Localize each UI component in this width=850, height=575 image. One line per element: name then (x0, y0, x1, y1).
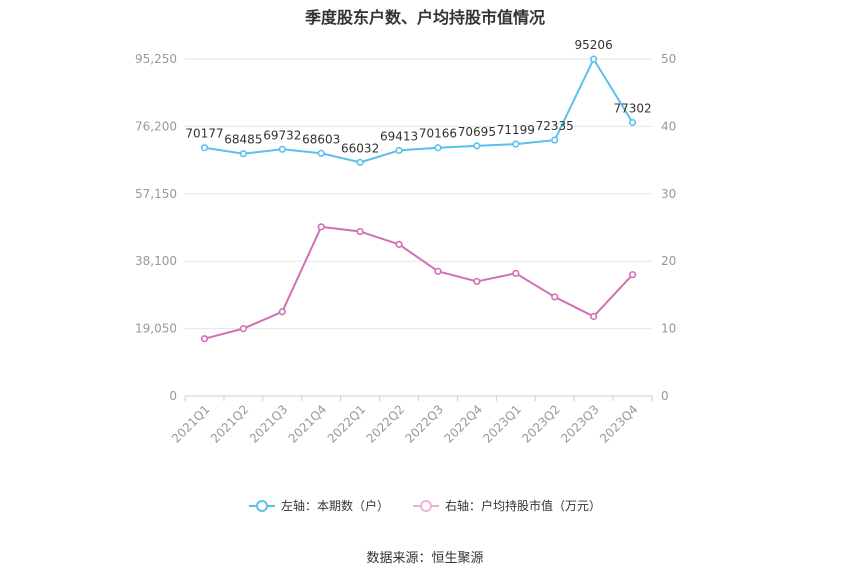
x-tick-label: 2023Q1 (480, 402, 524, 446)
series-2-point (628, 271, 637, 279)
legend-swatch-households (248, 499, 275, 513)
series-1-point (434, 144, 442, 152)
series-2-point (239, 325, 247, 333)
data-label: 71199 (497, 123, 535, 137)
x-tick-label: 2022Q1 (325, 402, 369, 446)
x-tick-label: 2022Q3 (403, 402, 447, 446)
y-left-tick-label: 38,100 (135, 254, 177, 268)
series-1-point (200, 144, 209, 152)
y-right-tick-label: 40 (661, 119, 676, 133)
series-2-point (434, 267, 442, 275)
legend: 左轴：本期数（户） 右轴：户均持股市值（万元） (0, 497, 850, 514)
grid-layer (185, 58, 652, 397)
series-2-point (473, 277, 481, 286)
x-tick-label: 2021Q4 (286, 402, 330, 446)
series-2-point (278, 308, 286, 316)
data-label: 95206 (575, 38, 613, 52)
y-right-tick-label: 10 (661, 322, 676, 336)
x-tick-label: 2021Q3 (247, 402, 291, 446)
series-1-point (356, 158, 364, 166)
series-1-point (239, 150, 247, 158)
chart-title: 季度股东户数、户均持股市值情况 (304, 8, 545, 27)
x-tick-label: 2021Q2 (208, 402, 252, 446)
data-label: 70166 (419, 127, 457, 141)
data-label: 68485 (224, 133, 262, 147)
series-2-point (317, 223, 325, 231)
series-1-point (590, 55, 598, 63)
series-1-point (278, 145, 286, 153)
data-label: 66032 (341, 141, 379, 155)
x-tick-label: 2021Q1 (169, 402, 213, 446)
data-label: 70177 (185, 127, 223, 141)
series-line-2 (204, 225, 634, 340)
data-label: 77302 (613, 102, 651, 116)
series-2-point (200, 335, 209, 343)
legend-swatch-avg-market-value (413, 499, 439, 513)
series-line-1 (204, 58, 634, 164)
series-1-point (628, 118, 637, 127)
data-label: 69413 (380, 129, 418, 143)
x-tick-label: 2022Q4 (441, 402, 485, 446)
y-left-tick-label: 76,200 (135, 119, 177, 133)
y-left-tick-label: 95,250 (135, 52, 177, 66)
series-1-point (317, 149, 325, 157)
data-source: 数据来源：恒生聚源 (366, 551, 484, 566)
x-tick-label: 2022Q2 (364, 402, 408, 446)
series-1-point (551, 136, 559, 144)
data-label: 69732 (263, 128, 301, 142)
y-left-tick-label: 0 (169, 389, 177, 403)
x-tick-label: 2023Q3 (558, 402, 602, 446)
data-label: 72335 (536, 119, 574, 133)
y-left-tick-label: 57,150 (135, 187, 177, 201)
x-tick-label: 2023Q2 (519, 402, 563, 446)
data-label: 68603 (302, 132, 340, 146)
series-2-point (590, 312, 598, 321)
y-right-tick-label: 30 (661, 187, 676, 201)
y-right-tick-label: 0 (661, 389, 669, 403)
y-right-tick-label: 20 (661, 254, 676, 268)
y-right-tick-label: 50 (661, 52, 676, 66)
data-label: 70695 (458, 125, 496, 139)
legend-item-households[interactable]: 左轴：本期数（户） (248, 497, 389, 514)
series-2-point (551, 293, 559, 301)
legend-label-avg-market-value: 右轴：户均持股市值（万元） (445, 499, 602, 513)
legend-label-households: 左轴：本期数（户） (280, 499, 389, 513)
series-1-point (473, 142, 481, 150)
x-tick-label: 2023Q4 (597, 402, 641, 446)
series-1-point (512, 140, 520, 148)
series-2-point (512, 269, 520, 277)
y-left-tick-label: 19,050 (135, 322, 177, 336)
series-2-point (395, 240, 403, 248)
legend-item-avg-market-value[interactable]: 右轴：户均持股市值（万元） (413, 497, 601, 514)
series-2-point (356, 227, 364, 236)
series-1-point (395, 146, 403, 155)
series-layer (200, 55, 637, 343)
